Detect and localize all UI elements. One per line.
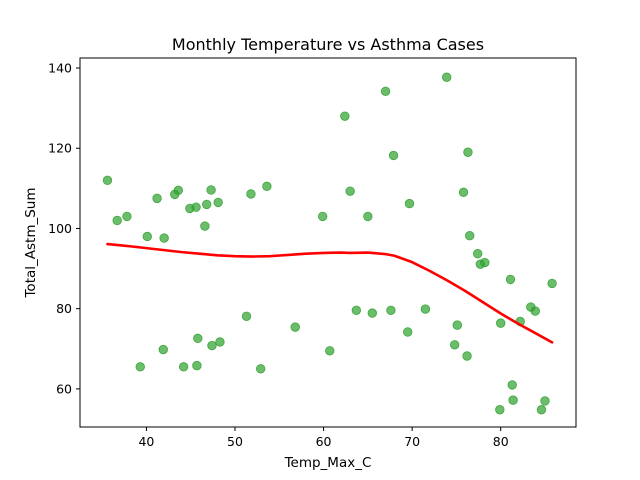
data-point [112,215,122,226]
data-point [380,86,391,96]
data-point [386,305,396,315]
data-point [192,360,202,371]
data-point [508,395,518,405]
y-tick-label: 100 [48,221,72,236]
data-point [449,340,460,350]
y-tick-label: 60 [56,381,72,396]
y-tick-label: 120 [48,141,72,156]
data-point [463,147,473,157]
data-point [206,185,216,195]
data-point [213,197,223,208]
chart-title: Monthly Temperature vs Asthma Cases [172,35,484,54]
trend-line [106,242,554,344]
data-point [507,380,517,390]
data-point [290,322,300,332]
x-axis: 40 50 60 70 80 [138,427,509,449]
data-point [452,320,463,330]
data-point [420,304,431,314]
x-axis-label: Temp_Max_C [284,455,372,471]
data-point [345,186,355,196]
y-tick-label: 80 [56,301,72,316]
y-tick-label: 140 [48,61,72,76]
data-point [255,364,266,374]
data-point [262,181,272,192]
data-point [325,346,335,356]
data-point [191,202,201,212]
data-point [152,193,162,204]
data-point [367,308,377,318]
data-point [158,344,168,355]
plot-frame [79,57,577,428]
x-tick-label: 60 [316,434,332,449]
data-point [388,150,399,161]
data-point [317,211,328,222]
data-point [441,72,452,82]
data-point [505,274,516,285]
x-tick-label: 70 [404,434,420,449]
data-point [122,211,132,222]
data-point [404,198,415,209]
data-point [207,340,217,351]
data-point [201,199,212,210]
data-point [173,185,184,196]
data-point [465,230,475,241]
y-axis-label: Total_Astm_Sum [23,187,39,298]
data-point [142,231,153,242]
data-point [102,175,113,186]
data-point [246,189,256,199]
data-point [135,362,145,372]
data-point [480,257,490,268]
x-tick-label: 40 [138,434,154,449]
data-point [495,405,505,415]
x-tick-label: 50 [227,434,243,449]
data-point [340,111,350,121]
data-point [540,396,550,406]
x-tick-label: 80 [493,434,509,449]
data-point [351,305,362,315]
data-point [215,337,225,347]
data-point [363,211,373,222]
data-point [462,351,472,361]
data-point [496,318,506,328]
data-point [241,311,252,322]
data-point [193,333,203,344]
data-point [200,221,210,231]
data-point [159,233,169,243]
data-point [403,327,413,337]
data-point [547,278,557,289]
y-axis: 60 80 100 120 140 [48,61,80,396]
data-point [178,362,189,372]
data-point [472,249,483,259]
data-point [530,306,540,316]
plot-area [102,72,557,415]
data-point [536,405,547,415]
data-point [458,187,469,198]
